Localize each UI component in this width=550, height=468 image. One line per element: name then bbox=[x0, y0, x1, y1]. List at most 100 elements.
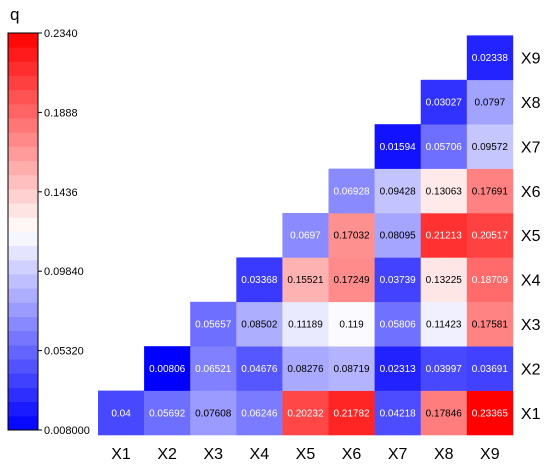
colorbar-band bbox=[8, 288, 38, 303]
heatmap-cell-label: 0.04218 bbox=[380, 408, 417, 419]
x-axis-label: X4 bbox=[250, 446, 270, 463]
heatmap-cell bbox=[466, 79, 514, 125]
heatmap-cell bbox=[374, 390, 421, 436]
heatmap-cell-label: 0.119 bbox=[339, 320, 364, 331]
heatmap-cell bbox=[466, 124, 514, 169]
heatmap-cell-label: 0.02313 bbox=[380, 364, 417, 375]
heatmap-cell-label: 0.08719 bbox=[333, 364, 370, 375]
colorbar-band bbox=[8, 259, 38, 275]
x-axis-label: X7 bbox=[388, 446, 408, 463]
heatmap-cell bbox=[144, 390, 191, 436]
heatmap-cell-label: 0.0697 bbox=[290, 231, 321, 242]
heatmap-cell-label: 0.02338 bbox=[472, 53, 509, 64]
heatmap-cell bbox=[328, 257, 375, 303]
colorbar-band bbox=[8, 118, 38, 133]
colorbar-band bbox=[8, 217, 38, 232]
colorbar-band bbox=[8, 188, 38, 204]
colorbar-band bbox=[8, 387, 38, 403]
heatmap-cell bbox=[328, 390, 375, 436]
heatmap-cell-label: 0.11189 bbox=[288, 320, 323, 331]
heatmap-cell bbox=[282, 257, 329, 303]
y-axis-label: X3 bbox=[521, 317, 541, 334]
heatmap-cell-label: 0.11423 bbox=[426, 320, 462, 331]
heatmap-cell bbox=[236, 301, 283, 347]
colorbar-band bbox=[8, 160, 38, 176]
colorbar-bands bbox=[8, 33, 38, 431]
colorbar-band bbox=[8, 61, 38, 76]
heatmap-cell-label: 0.15521 bbox=[287, 275, 324, 286]
colorbar-band bbox=[8, 302, 38, 317]
heatmap-cell-label: 0.13063 bbox=[426, 186, 463, 197]
x-axis-label: X6 bbox=[342, 446, 362, 463]
heatmap-cell bbox=[328, 213, 375, 258]
heatmap-cell-label: 0.04 bbox=[111, 408, 131, 419]
x-axis-label: X9 bbox=[480, 446, 500, 463]
heatmap-cell bbox=[466, 301, 514, 347]
y-axis-label: X7 bbox=[521, 139, 541, 156]
y-axis-label: X5 bbox=[521, 228, 541, 245]
heatmap-cell-label: 0.03691 bbox=[472, 364, 509, 375]
colorbar-tick-label: 0.1436 bbox=[44, 187, 78, 199]
heatmap-cell bbox=[420, 168, 468, 214]
heatmap-cell-label: 0.17846 bbox=[426, 408, 463, 419]
y-axis-label: X4 bbox=[521, 273, 541, 290]
heatmap-cell bbox=[282, 390, 329, 436]
heatmap-cell-label: 0.05657 bbox=[195, 320, 232, 331]
heatmap-cell-label: 0.21213 bbox=[426, 231, 463, 242]
heatmap-cell bbox=[190, 301, 237, 347]
colorbar-band bbox=[8, 359, 38, 374]
y-axis-label: X9 bbox=[521, 51, 541, 68]
heatmap-cell-label: 0.17032 bbox=[333, 231, 370, 242]
colorbar-band bbox=[8, 274, 38, 289]
heatmap-cell-label: 0.06246 bbox=[241, 408, 278, 419]
heatmap-cell bbox=[144, 346, 191, 391]
colorbar-band bbox=[8, 231, 38, 247]
x-axis-label: X2 bbox=[157, 446, 177, 463]
x-axis-label: X5 bbox=[296, 446, 316, 463]
heatmap-cell bbox=[374, 301, 421, 347]
colorbar-band bbox=[8, 330, 38, 346]
heatmap-cell-label: 0.03368 bbox=[241, 275, 278, 286]
y-axis-label: X6 bbox=[521, 184, 541, 201]
heatmap-cell bbox=[190, 346, 237, 391]
colorbar-band bbox=[8, 344, 38, 360]
heatmap-cell-label: 0.07608 bbox=[195, 408, 232, 419]
heatmap-cell-label: 0.09428 bbox=[380, 186, 417, 197]
heatmap-cell-label: 0.17581 bbox=[472, 320, 509, 331]
heatmap-cell bbox=[374, 346, 421, 391]
heatmap-cell-label: 0.18709 bbox=[472, 275, 509, 286]
heatmap-cell bbox=[466, 346, 514, 391]
y-axis-label: X2 bbox=[521, 361, 541, 378]
heatmap-cell bbox=[328, 346, 375, 391]
colorbar-band bbox=[8, 174, 38, 190]
heatmap-cell-label: 0.09572 bbox=[472, 142, 509, 153]
heatmap-cell bbox=[282, 346, 329, 391]
heatmap-cell bbox=[328, 301, 375, 347]
colorbar-band bbox=[8, 146, 38, 162]
colorbar-tick-label: 0.008000 bbox=[44, 425, 90, 437]
colorbar-tick-label: 0.05320 bbox=[44, 346, 84, 358]
colorbar-tick-label: 0.2340 bbox=[44, 28, 78, 40]
heatmap-cell bbox=[420, 390, 468, 436]
colorbar-band bbox=[8, 89, 38, 105]
colorbar-ticks: 0.2340 0.1888 0.1436 0.09840 0.05320 0.008000 bbox=[38, 28, 90, 437]
heatmap-cell bbox=[236, 390, 283, 436]
heatmap-cell bbox=[236, 257, 283, 303]
heatmap-cell bbox=[420, 301, 468, 347]
heatmap-cell-label: 0.01594 bbox=[380, 142, 417, 153]
heatmap-cell bbox=[236, 346, 283, 391]
heatmap-cell bbox=[374, 257, 421, 303]
colorbar-band bbox=[8, 245, 38, 261]
colorbar-band bbox=[8, 203, 38, 218]
heatmap-cell bbox=[420, 257, 468, 303]
heatmap-cell bbox=[420, 346, 468, 391]
heatmap-cell-label: 0.05692 bbox=[149, 408, 186, 419]
y-axis-labels: X1 X2 X3 X4 X5 X6 X7 X8 X9 bbox=[521, 51, 541, 423]
colorbar-band bbox=[8, 33, 38, 48]
heatmap-cell bbox=[420, 213, 468, 258]
colorbar-band bbox=[8, 401, 38, 417]
heatmap-cell bbox=[374, 168, 421, 214]
y-axis-label: X8 bbox=[521, 95, 541, 112]
heatmap-cell bbox=[328, 168, 375, 214]
